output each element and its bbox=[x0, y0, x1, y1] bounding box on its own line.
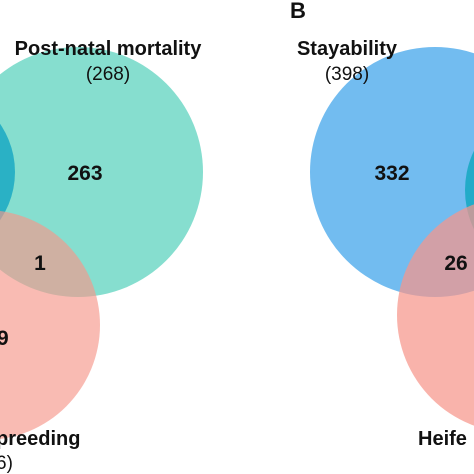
breeding-count: 6) bbox=[0, 453, 13, 474]
postnatal-mortality-title: Post-natal mortality bbox=[15, 38, 203, 60]
region-count-breeding-only: 9 bbox=[0, 327, 9, 350]
panel-a: Post-natal mortality (268) 263 1 9 preed… bbox=[0, 38, 203, 474]
breeding-title: preeding bbox=[0, 428, 80, 450]
stayability-title: Stayability bbox=[297, 38, 398, 60]
region-count-postnatal-only: 263 bbox=[67, 162, 102, 185]
venn-circle-breeding bbox=[0, 211, 100, 439]
region-count-stayability-only: 332 bbox=[374, 162, 409, 185]
venn-circle-left-partial bbox=[0, 123, 15, 221]
heifer-title: Heife bbox=[418, 428, 467, 450]
postnatal-mortality-count: (268) bbox=[86, 64, 130, 85]
panel-b: B Stayability (398) 332 26 Heife bbox=[290, 0, 474, 450]
region-count-stayability-heifer: 26 bbox=[444, 252, 467, 275]
stayability-count: (398) bbox=[325, 64, 369, 85]
venn-circle-heifer bbox=[397, 204, 474, 426]
region-count-postnatal-breeding: 1 bbox=[34, 252, 46, 275]
panel-b-letter: B bbox=[290, 0, 306, 23]
